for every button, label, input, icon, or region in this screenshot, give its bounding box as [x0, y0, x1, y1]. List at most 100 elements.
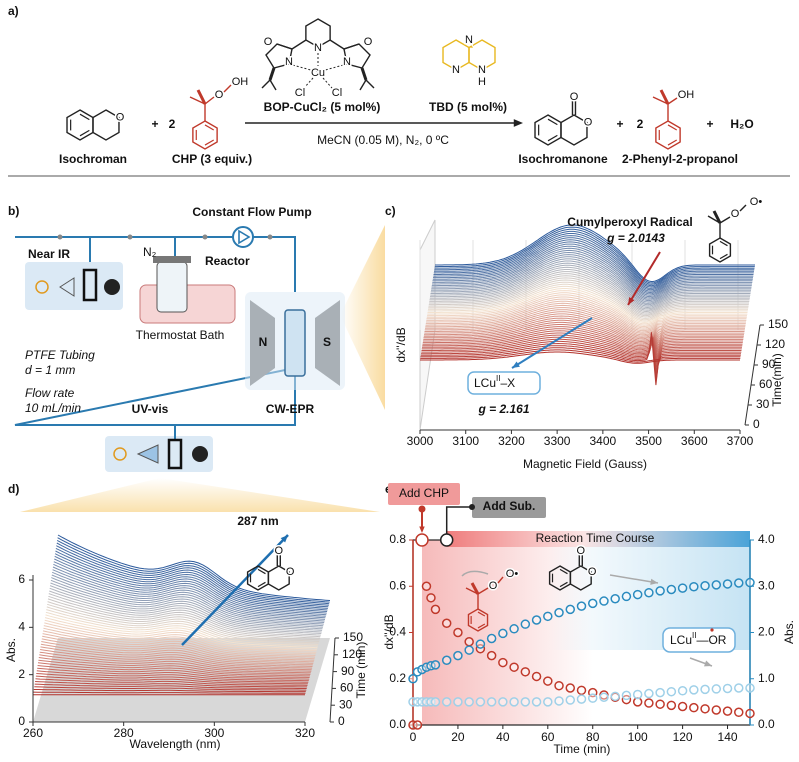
bond	[360, 67, 368, 81]
bond	[291, 39, 307, 50]
time-tick-label: 120	[342, 647, 362, 661]
time-tick-label: 0	[338, 714, 345, 728]
data-point	[621, 591, 632, 602]
data-point	[464, 697, 474, 707]
data-point	[677, 583, 688, 593]
spectrum-trace	[425, 307, 746, 336]
banner-label: Reaction Time Course	[536, 531, 655, 545]
spectrum-trace	[424, 315, 745, 341]
data-point	[408, 674, 418, 684]
spectrum-trace	[35, 675, 308, 685]
data-point	[565, 683, 576, 693]
reactor	[156, 261, 188, 313]
atom-label: OH	[232, 76, 249, 88]
spectrum-trace	[422, 328, 743, 355]
data-point	[745, 577, 755, 588]
x-tick-label: 3700	[727, 434, 754, 448]
x-tick-label: 320	[295, 726, 315, 740]
bond	[204, 96, 215, 105]
data-point	[599, 596, 609, 606]
x-tick-label: 3000	[407, 434, 434, 448]
spectrum-trace	[423, 326, 743, 352]
spectrum-trace	[42, 635, 315, 661]
spectrum-trace	[50, 582, 323, 630]
x-tick-label: 140	[718, 730, 738, 744]
y-tick-label: 0.0	[389, 717, 406, 731]
bond	[477, 623, 486, 629]
spectrum-trace	[48, 593, 321, 636]
data-point	[430, 660, 441, 670]
spectrum-trace	[45, 611, 318, 647]
spectrum-trace	[427, 290, 748, 325]
atom-label: O	[215, 89, 224, 101]
arrow-head	[280, 535, 288, 543]
y-tick-label: 0.4	[389, 625, 406, 639]
atom-label: O	[489, 580, 498, 592]
bond	[547, 134, 558, 142]
data-point	[655, 699, 665, 709]
spectrum-trace	[43, 627, 316, 656]
spectrum-trace	[43, 625, 316, 655]
x-tick-label: 120	[673, 730, 693, 744]
spectrum-trace	[420, 351, 740, 364]
annotation: g = 2.161	[477, 402, 529, 416]
plus-sign: +	[706, 117, 713, 131]
spectrum-trace	[37, 665, 310, 678]
data-point	[430, 697, 441, 707]
data-point	[610, 691, 620, 702]
spectrum-trace	[42, 633, 315, 660]
reagent-name: BOP-CuCl₂ (5 mol%)	[264, 100, 381, 114]
data-point	[531, 615, 542, 625]
spectrum-trace	[435, 224, 755, 283]
bond	[712, 210, 722, 224]
species-part: LCu	[670, 633, 692, 647]
epr-cell	[284, 309, 306, 377]
y2-tick-label: 4.0	[758, 532, 775, 546]
spectrum-trace	[36, 673, 309, 683]
data-point	[486, 633, 497, 644]
spectrum-trace	[421, 337, 742, 368]
event-box	[388, 483, 460, 505]
spectrum-trace	[46, 609, 319, 645]
compound-name: 2-Phenyl-2-propanol	[622, 152, 738, 166]
data-point	[412, 720, 423, 730]
spectrum-trace	[434, 228, 755, 285]
bond	[269, 79, 277, 91]
spectrum-trace	[432, 243, 753, 295]
atom-label: N	[314, 42, 322, 54]
data-point	[543, 676, 553, 686]
y-tick-label: 6	[18, 572, 25, 586]
ring	[708, 237, 732, 263]
spectrum-trace	[431, 251, 752, 300]
atom-label: Cl	[332, 87, 342, 99]
event-line	[445, 506, 472, 534]
pump	[232, 226, 254, 248]
x-tick-label: 60	[541, 730, 555, 744]
bond	[497, 576, 504, 584]
data-point	[666, 584, 677, 595]
spectrum-trace	[52, 566, 326, 620]
spectrum-trace	[55, 550, 328, 611]
spectrum-trace	[33, 689, 306, 693]
bond	[261, 79, 271, 89]
data-point	[509, 624, 519, 634]
spectrum-trace	[34, 686, 307, 691]
spectrum-trace	[426, 294, 747, 328]
spectrum-trace	[55, 547, 328, 609]
bond	[667, 97, 678, 105]
data-point	[632, 689, 643, 700]
plus-sign: +	[151, 117, 158, 131]
arrow-head	[650, 578, 658, 585]
spectrum-trace	[434, 233, 754, 288]
tubing-note: d = 1 mm	[25, 363, 75, 377]
data-point	[711, 580, 722, 590]
arrow	[609, 574, 659, 584]
spectrum-trace	[432, 245, 753, 296]
data-point	[700, 684, 710, 695]
atom-label: O•	[750, 196, 763, 208]
species-label: LCuII–X	[474, 374, 515, 390]
spectrum-trace	[422, 332, 743, 360]
spectrum-trace	[421, 335, 741, 376]
event-label: Add CHP	[399, 486, 449, 500]
atom-label: O	[577, 545, 586, 557]
